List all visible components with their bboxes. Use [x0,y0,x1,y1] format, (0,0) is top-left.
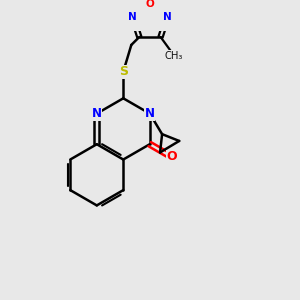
Text: N: N [92,107,102,120]
Text: N: N [163,12,172,22]
Text: O: O [167,150,177,164]
Text: O: O [146,0,154,9]
Text: N: N [128,12,137,22]
Text: S: S [119,65,128,78]
Text: CH₃: CH₃ [165,51,183,61]
Text: N: N [145,107,155,120]
